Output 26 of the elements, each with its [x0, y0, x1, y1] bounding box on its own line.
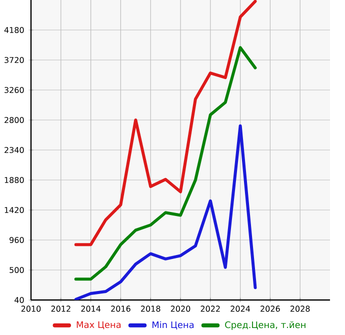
x-tick-label: 2028 — [290, 306, 310, 312]
y-tick-label: 1420 — [4, 206, 24, 214]
line-series — [74, 124, 257, 300]
x-tick-label: 2024 — [230, 306, 250, 312]
y-tick-label: 40 — [14, 296, 24, 304]
x-tick-label: 2010 — [21, 306, 41, 312]
y-tick-label: 960 — [10, 236, 24, 244]
x-tick-label: 2016 — [111, 306, 130, 312]
y-tick-label: 1880 — [4, 176, 24, 184]
y-tick-label: 2340 — [4, 146, 24, 154]
x-tick-label: 2018 — [141, 306, 160, 312]
legend-label: Сред.Цена, т.йен — [225, 321, 306, 330]
line-series — [74, 46, 257, 281]
y-tick-label: 4180 — [4, 26, 24, 34]
x-tick-label: 2026 — [260, 306, 280, 312]
x-tick-label: 2022 — [200, 306, 220, 312]
y-tick-label: 3720 — [4, 56, 24, 64]
legend-label: Min Цена — [152, 321, 194, 330]
y-tick-label: 500 — [10, 266, 24, 274]
legend-label: Max Цена — [76, 321, 121, 330]
y-tick-label: 3260 — [4, 86, 24, 94]
x-tick-label: 2014 — [81, 306, 101, 312]
line-series — [74, 0, 257, 246]
x-tick-label: 2020 — [170, 306, 190, 312]
y-tick-label: 2800 — [4, 116, 24, 124]
x-tick-label: 2012 — [51, 306, 70, 312]
